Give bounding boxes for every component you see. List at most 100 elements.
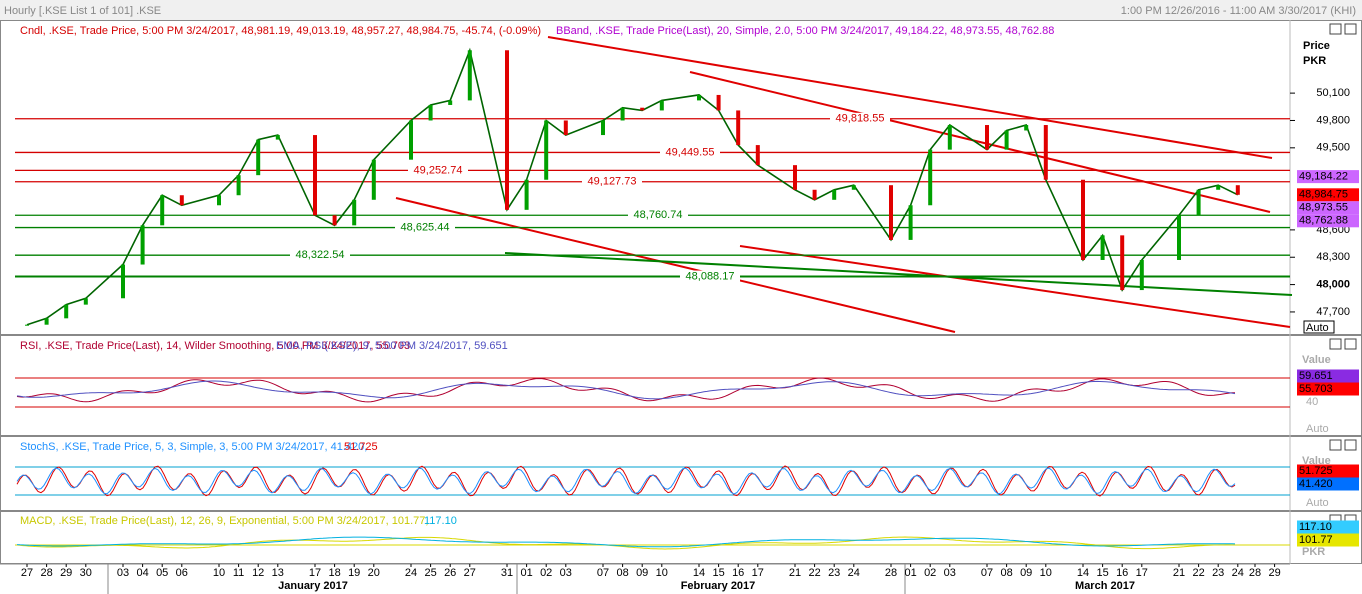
x-tick-label: 28 [1249,567,1261,579]
value-box [1297,201,1359,215]
level-label-bg [290,249,350,262]
x-tick-label: 14 [1077,567,1089,579]
x-tick-label: 29 [1268,567,1280,579]
candle [640,107,645,111]
candle [428,104,433,121]
level-label: 48,088.17 [686,270,735,282]
candle [563,120,568,136]
candle [1120,235,1125,291]
x-tick-label: 28 [40,567,52,579]
x-tick-label: 15 [712,567,724,579]
candle [601,120,605,136]
x-tick-label: 12 [252,567,264,579]
candle [620,107,625,121]
x-tick-label: 14 [693,567,705,579]
x-tick-label: 29 [60,567,72,579]
month-separators [107,564,906,594]
value-box [1297,477,1359,491]
scale-button-label[interactable]: Auto [1306,423,1329,435]
x-tick-label: 11 [233,567,244,579]
x-tick-label: 13 [272,567,284,579]
x-tick-label: 16 [732,567,744,579]
x-tick-label: 24 [405,567,417,579]
candle [716,94,721,111]
x-tick-label: 24 [1232,567,1244,579]
candle [812,189,817,200]
candle-header: Cndl, .KSE, Trade Price, 5:00 PM 3/24/20… [20,25,541,37]
x-tick-label: 10 [213,567,225,579]
axis-title: PKR [1303,55,1326,67]
x-tick-label: 09 [1020,567,1032,579]
value-box-label: 59.651 [1299,370,1333,382]
candle [121,264,125,299]
value-box-label: 55.703 [1299,383,1333,395]
restore-button[interactable] [1329,338,1342,350]
x-tick-label: 16 [1116,567,1128,579]
value-box [1297,464,1359,478]
scale-button-label[interactable]: Auto [1306,322,1329,334]
restore-button[interactable] [1329,439,1342,451]
level-label-bg [830,112,890,125]
x-tick-label: 01 [904,567,916,579]
candle [1139,259,1144,291]
candle [467,50,472,101]
x-tick-label: 07 [597,567,609,579]
level-label: 48,625.44 [401,221,450,233]
x-tick-label: 01 [520,567,532,579]
title-bar [0,0,1362,20]
candle [889,185,893,240]
x-tick-label: 03 [944,567,956,579]
y-tick-label: 47,700 [1316,306,1350,318]
candle [947,125,952,150]
value-box-label: 48,973.55 [1299,202,1348,214]
value-box-label: 49,184.22 [1299,171,1348,183]
level-label: 49,127.73 [588,176,637,188]
scale-button[interactable] [1303,320,1335,334]
ema-header: EMA, RSI(.KSE), 9, 5:00 PM 3/24/2017, 59… [276,340,508,352]
value-box [1297,533,1359,547]
candle [1235,185,1240,195]
month-label: February 2017 [681,580,756,592]
y-tick-label: 50,100 [1316,87,1350,99]
x-tick-label: 07 [981,567,993,579]
candle [352,199,357,226]
close-button[interactable] [1344,439,1357,451]
value-box-label: 48,762.88 [1299,215,1348,227]
value-box [1297,170,1359,184]
close-button[interactable] [1344,338,1357,350]
level-label: 48,760.74 [634,209,683,221]
scale-button-label[interactable]: Auto [1306,497,1329,509]
level-label-bg [408,164,468,177]
candle [44,318,49,325]
month-label: March 2017 [1075,580,1135,592]
value-title: Value [1302,455,1331,467]
candle [697,94,701,101]
window-title: Hourly [.KSE List 1 of 101] .KSE [4,5,161,17]
y-tick-label: 48,000 [1316,278,1350,290]
value-box [1297,382,1359,396]
window-range: 1:00 PM 12/26/2016 - 11:00 AM 3/30/2017 … [1121,5,1356,17]
candle [505,50,509,210]
x-tick-label: 08 [1000,567,1012,579]
x-tick-label: 03 [560,567,572,579]
x-tick-label: 21 [789,567,801,579]
x-tick-label: 23 [1212,567,1224,579]
candle [1081,179,1085,260]
candle [1100,235,1105,260]
x-tick-label: 03 [117,567,129,579]
restore-button[interactable] [1329,23,1342,35]
level-label: 48,322.54 [296,249,345,261]
candle [1177,215,1181,260]
unit-label: PKR [1302,546,1325,558]
panel-buttons[interactable] [1329,23,1357,526]
level-label-bg [660,146,720,159]
value-box-label: 101.77 [1299,534,1333,546]
macd-header: MACD, .KSE, Trade Price(Last), 12, 26, 9… [20,515,428,527]
close-button[interactable] [1344,23,1357,35]
x-tick-label: 30 [80,567,92,579]
candle [179,195,184,206]
value-box [1297,188,1359,202]
candle [544,120,549,180]
ema-trace [16,380,1236,400]
candle [448,100,453,105]
